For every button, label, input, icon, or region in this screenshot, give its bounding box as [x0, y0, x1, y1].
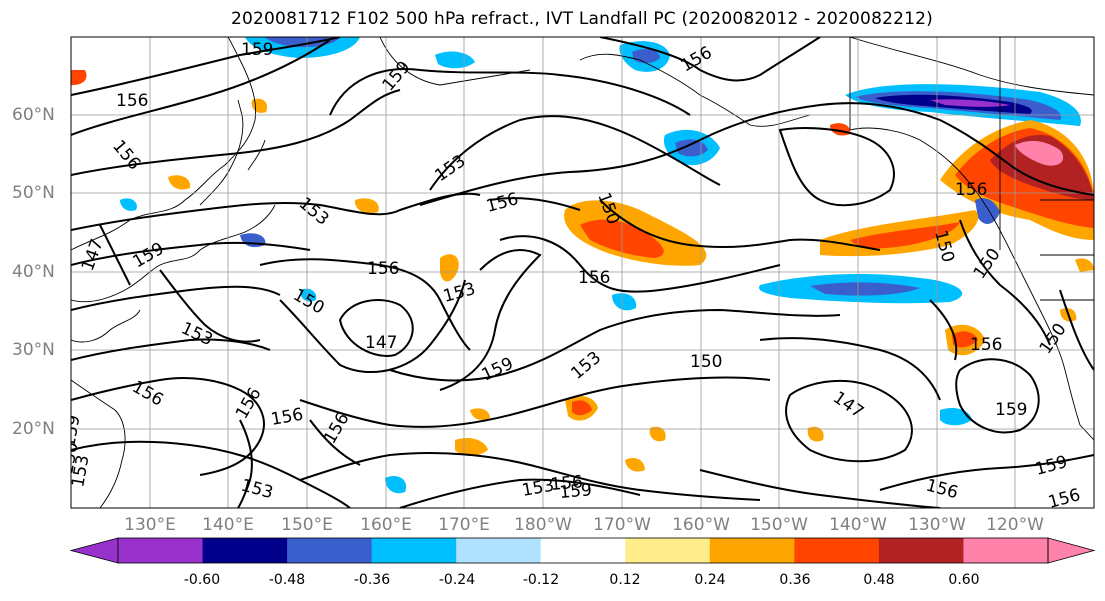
contour-label: 156: [970, 335, 1002, 355]
lon-label: 140°E: [202, 515, 254, 535]
contour-label: 156: [550, 472, 584, 495]
colorbar-tick-label: 0.48: [863, 572, 895, 588]
colorbar-extend-low: [69, 537, 119, 564]
contour-label: 153: [68, 453, 93, 488]
contour-label: 159: [995, 400, 1027, 420]
contour-label: 156: [578, 268, 610, 288]
lon-label: 160°E: [360, 515, 412, 535]
contour-label: 156: [1046, 485, 1083, 513]
colorbar-segment: [878, 538, 964, 563]
colorbar-tick-label: 0.12: [609, 572, 641, 588]
lat-label: 60°N: [12, 105, 55, 125]
lon-label: 130°W: [908, 515, 966, 535]
colorbar-segment: [456, 538, 542, 563]
colorbar-segment: [118, 538, 204, 563]
colorbar-segment: [202, 538, 288, 563]
lon-label: 140°W: [829, 515, 887, 535]
contour-label: 147: [365, 333, 397, 353]
colorbar-tick-label: -0.60: [183, 572, 221, 588]
lon-label: 150°W: [750, 515, 808, 535]
refractivity-contours: [71, 37, 1094, 508]
grid-lines: [71, 37, 1094, 508]
lat-label: 20°N: [12, 419, 55, 439]
contour-label: 159: [241, 40, 273, 60]
contour-label: 156: [367, 259, 399, 279]
lon-label: 130°E: [124, 515, 176, 535]
coastlines: [71, 37, 1094, 508]
map-background: [71, 37, 1094, 508]
lon-label: 150°E: [281, 515, 333, 535]
colorbar-segment: [287, 538, 373, 563]
lat-label: 50°N: [12, 183, 55, 203]
colorbar-tick-label: -0.36: [353, 572, 391, 588]
lat-label: 40°N: [12, 262, 55, 282]
colorbar-tick-label: 0.36: [779, 572, 811, 588]
colorbar-extend-high: [1047, 537, 1096, 564]
colorbar-segment: [625, 538, 711, 563]
colorbar-segment: [794, 538, 880, 563]
ivt-shading: [71, 37, 1094, 494]
colorbar-segment: [371, 538, 457, 563]
contour-label: 150: [690, 352, 722, 372]
lon-label: 180°W: [514, 515, 572, 535]
contour-label: 159: [559, 480, 593, 503]
lat-label: 30°N: [12, 340, 55, 360]
map-title: 2020081712 F102 500 hPa refract., IVT La…: [230, 9, 933, 29]
colorbar-segment: [540, 538, 626, 563]
lon-label: 170°W: [593, 515, 651, 535]
colorbar-frame: [117, 537, 1049, 564]
colorbar-tick-label: -0.48: [268, 572, 306, 588]
colorbar-segment: [963, 538, 1049, 563]
colorbar-tick-label: 0.24: [694, 572, 726, 588]
map-frame: [70, 36, 1095, 509]
contour-label: 150: [57, 440, 82, 475]
contour-label: 156: [955, 180, 987, 200]
colorbar-tick-label: -0.24: [438, 572, 476, 588]
contour-label: 156: [116, 91, 148, 111]
colorbar-tick-label: 0.60: [948, 572, 980, 588]
lon-label: 170°E: [438, 515, 490, 535]
lon-label: 160°W: [672, 515, 730, 535]
colorbar-tick-label: -0.12: [522, 572, 560, 588]
colorbar-segment: [709, 538, 795, 563]
lon-label: 120°W: [986, 515, 1044, 535]
colorbar: [69, 537, 1096, 564]
